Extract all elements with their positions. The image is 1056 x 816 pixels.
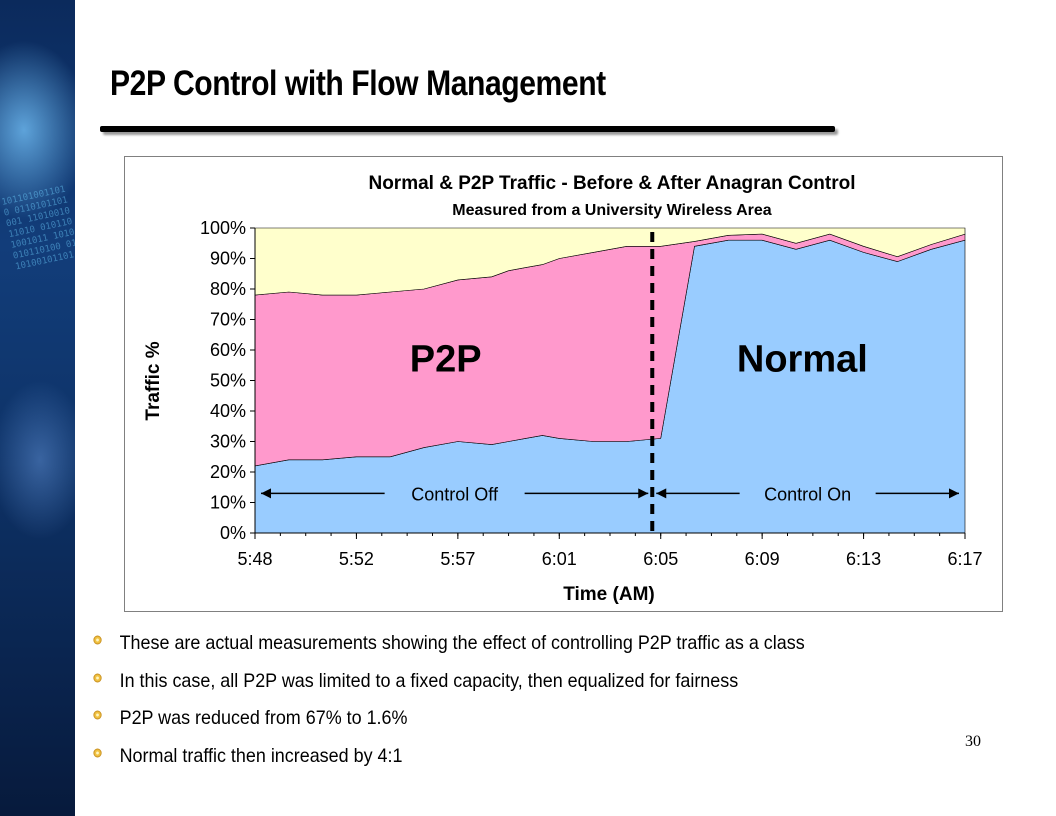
x-axis-label: Time (AM) (563, 584, 654, 605)
bullet-item: P2P was reduced from 67% to 1.6% (92, 707, 920, 745)
y-tick-label: 100% (200, 218, 246, 238)
arrow-head (656, 488, 667, 499)
y-tick-label: 70% (210, 310, 246, 330)
bullet-item: These are actual measurements showing th… (92, 632, 920, 670)
control-on-label: Control On (764, 484, 851, 504)
y-tick-label: 20% (210, 462, 246, 482)
y-tick-label: 50% (210, 371, 246, 391)
bullet-text: P2P was reduced from 67% to 1.6% (119, 707, 408, 729)
slide-title: P2P Control with Flow Management (110, 64, 606, 103)
x-tick-label: 6:01 (542, 549, 577, 569)
bullet-icon (93, 748, 102, 757)
chart-subtitle: Measured from a University Wireless Area (452, 202, 772, 219)
bullet-text: These are actual measurements showing th… (119, 632, 805, 654)
x-tick-label: 6:05 (643, 549, 678, 569)
y-tick-label: 0% (220, 523, 246, 543)
x-tick-label: 6:09 (745, 549, 780, 569)
y-tick-label: 30% (210, 432, 246, 452)
x-tick-label: 5:48 (237, 549, 272, 569)
bullet-item: Normal traffic then increased by 4:1 (92, 745, 920, 783)
arrow-head (949, 488, 959, 499)
bullet-icon (93, 710, 102, 720)
chart-title: Normal & P2P Traffic - Before & After An… (368, 173, 855, 194)
arrow-head (638, 488, 649, 499)
x-tick-label: 6:13 (846, 549, 881, 569)
chart-frame: Normal & P2P Traffic - Before & After An… (124, 156, 1003, 612)
title-underline (100, 126, 835, 132)
bullet-icon (93, 635, 102, 645)
bullet-text: Normal traffic then increased by 4:1 (119, 744, 403, 767)
bullet-item: In this case, all P2P was limited to a f… (92, 670, 920, 708)
traffic-chart: Normal & P2P Traffic - Before & After An… (143, 173, 983, 605)
plot-area: 0% 10% 20% 30% 40% 50% 60% 70% 80% 90% 100% 5:48 5:5… (200, 218, 983, 569)
bullet-list: These are actual measurements showing th… (92, 632, 992, 782)
bullet-text: In this case, all P2P was limited to a f… (119, 669, 739, 692)
arrow-head (261, 488, 271, 499)
area-series-other (254, 227, 966, 296)
page-number: 30 (965, 733, 981, 750)
x-tick-label: 5:52 (339, 549, 374, 569)
region-label-p2p: P2P (410, 338, 482, 380)
y-tick-label: 80% (210, 279, 246, 299)
decorative-sidebar: 1011010011010 0110101101001 110100101101… (0, 0, 75, 816)
control-off-label: Control Off (411, 484, 499, 504)
region-label-normal: Normal (737, 338, 868, 380)
y-tick-label: 40% (210, 401, 246, 421)
y-tick-label: 60% (210, 340, 246, 360)
y-tick-label: 90% (210, 249, 246, 269)
y-tick-label: 10% (210, 493, 246, 513)
x-tick-label: 6:17 (947, 549, 982, 569)
y-axis-label: Traffic % (143, 341, 164, 420)
bullet-icon (93, 673, 102, 682)
x-tick-label: 5:57 (440, 549, 475, 569)
